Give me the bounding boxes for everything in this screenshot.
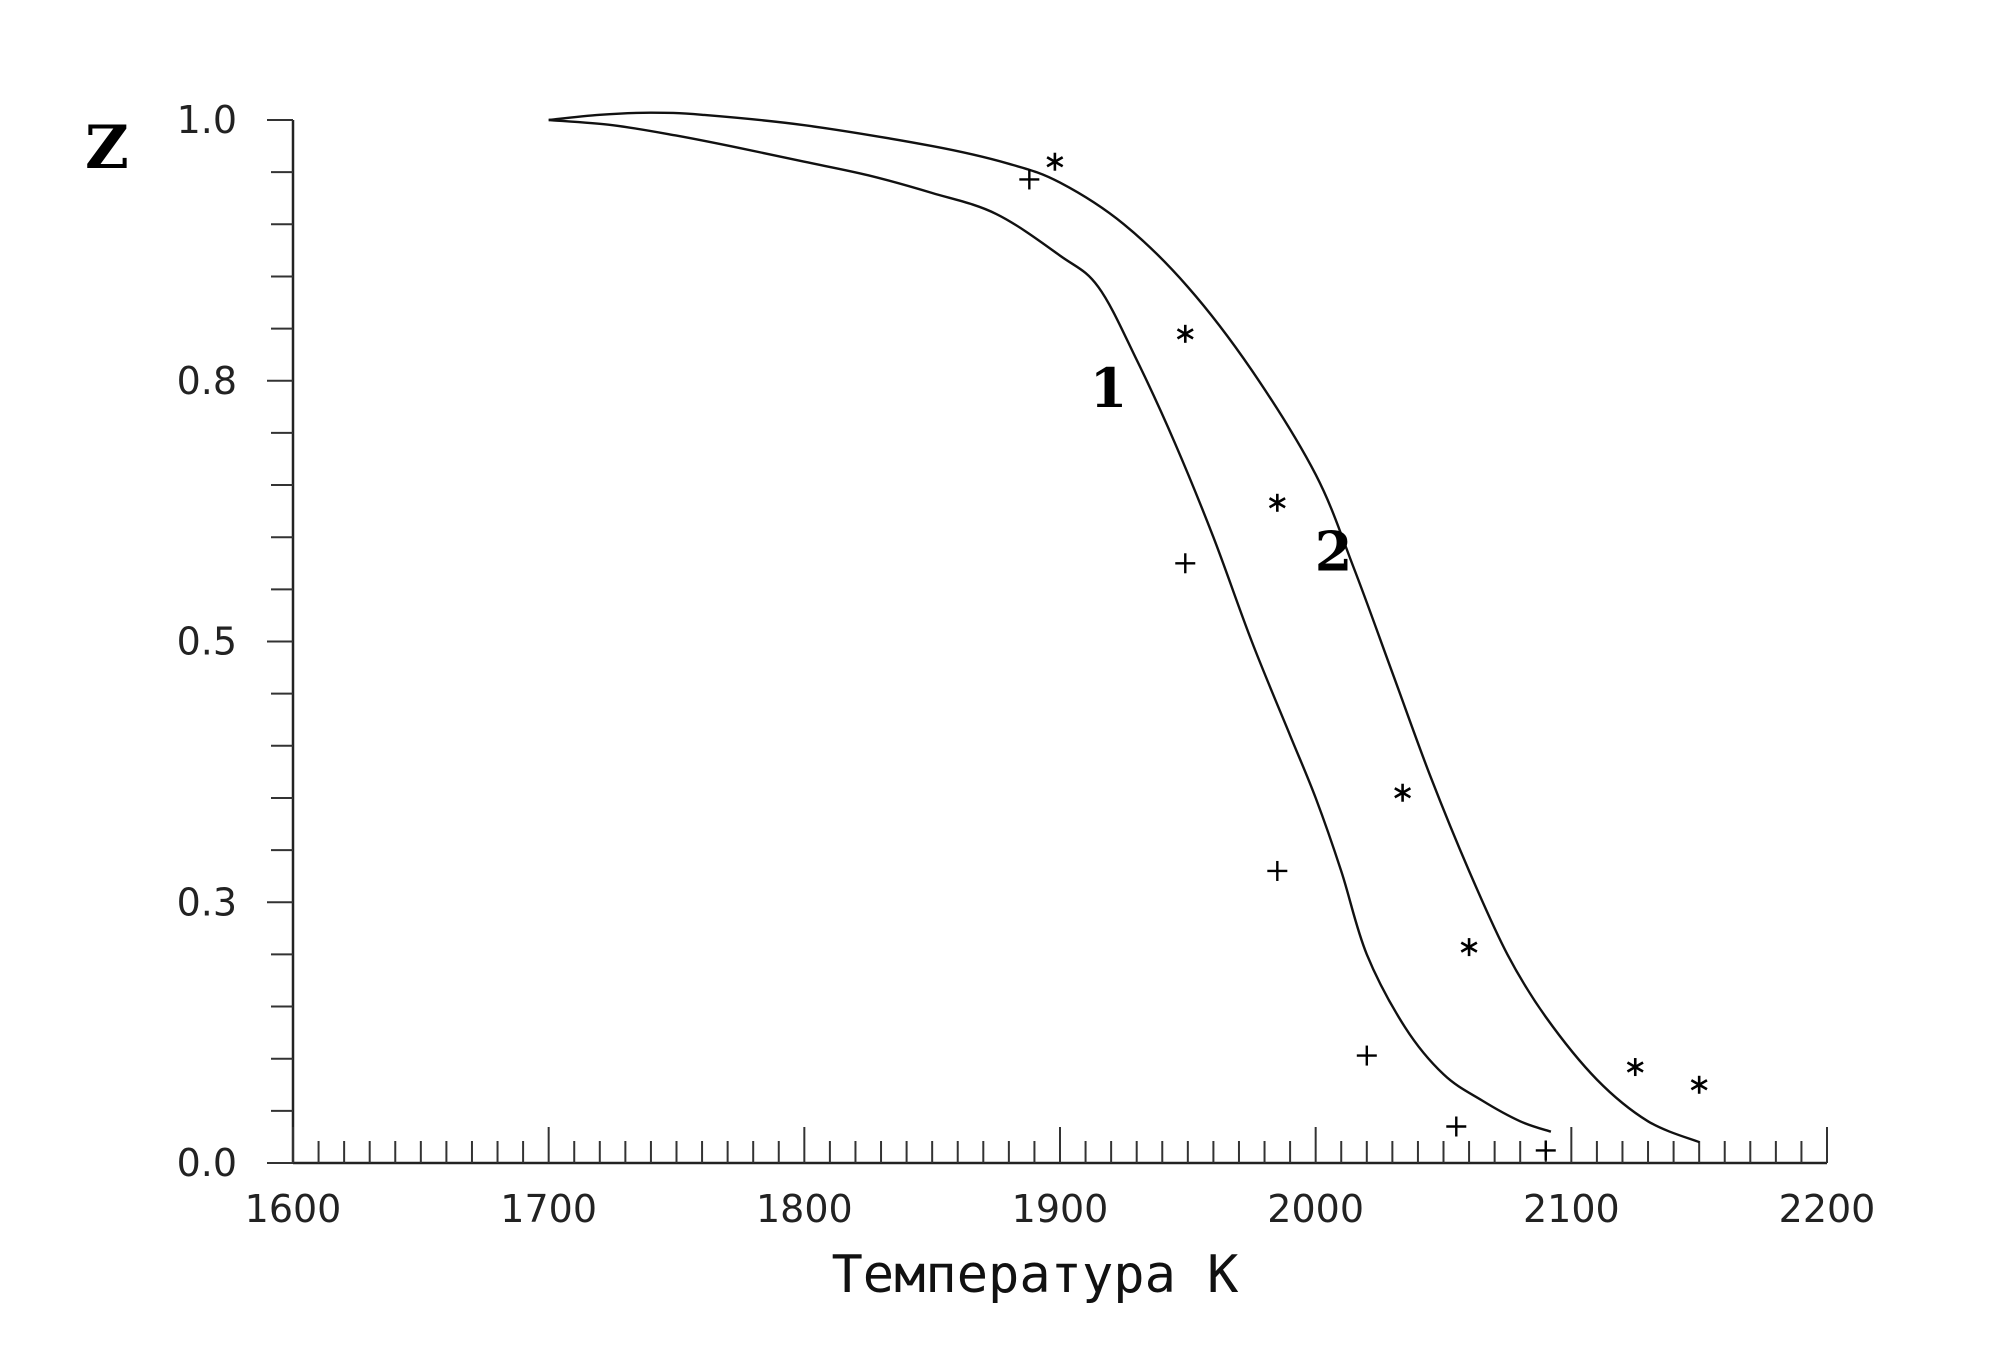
plus-marker [1446,1116,1467,1137]
star-marker [1460,938,1478,957]
star-marker [1046,152,1064,171]
curve-label-1: 1 [1090,356,1128,420]
curve-annotations: 12 [1090,356,1353,584]
plus-marker [1267,860,1288,881]
x-axis-label: Температура К [832,1245,1240,1305]
series-curve-1 [548,118,1552,1133]
plus-marker [1019,169,1040,190]
curve-label-2: 2 [1315,520,1353,584]
x-tick-label: 2000 [1267,1187,1364,1231]
x-tick-label: 2100 [1523,1187,1620,1231]
y-tick-label: 0.0 [177,1141,237,1185]
plus-marker [1175,553,1196,574]
star-marker [1268,493,1286,512]
star-marker [1626,1058,1644,1077]
plus-marker [1535,1140,1556,1161]
x-tick-label: 1700 [500,1187,597,1231]
y-tick-label: 0.5 [177,620,237,664]
series-curves [548,111,1700,1144]
x-tick-label: 1800 [756,1187,853,1231]
series-curve-2 [548,111,1700,1144]
y-axis-label: Z [85,113,129,183]
star-marker [1176,324,1194,343]
x-tick-label: 1600 [245,1187,342,1231]
x-tick-label: 1900 [1012,1187,1109,1231]
star-marker [1690,1075,1708,1094]
star-marker [1394,783,1412,802]
x-tick-label: 2200 [1779,1187,1876,1231]
chart-axes [291,120,1827,1165]
tick-labels: 1600 1700 1800 1900 2000 2100 2200 0.0 0.3 0.5 0.8… [177,98,1876,1231]
series-markers [1019,152,1708,1161]
axis-ticks [267,119,1828,1164]
y-tick-label: 0.8 [177,359,237,403]
y-tick-label: 1.0 [177,98,237,142]
plus-marker [1356,1045,1377,1066]
y-tick-label: 0.3 [177,880,237,924]
